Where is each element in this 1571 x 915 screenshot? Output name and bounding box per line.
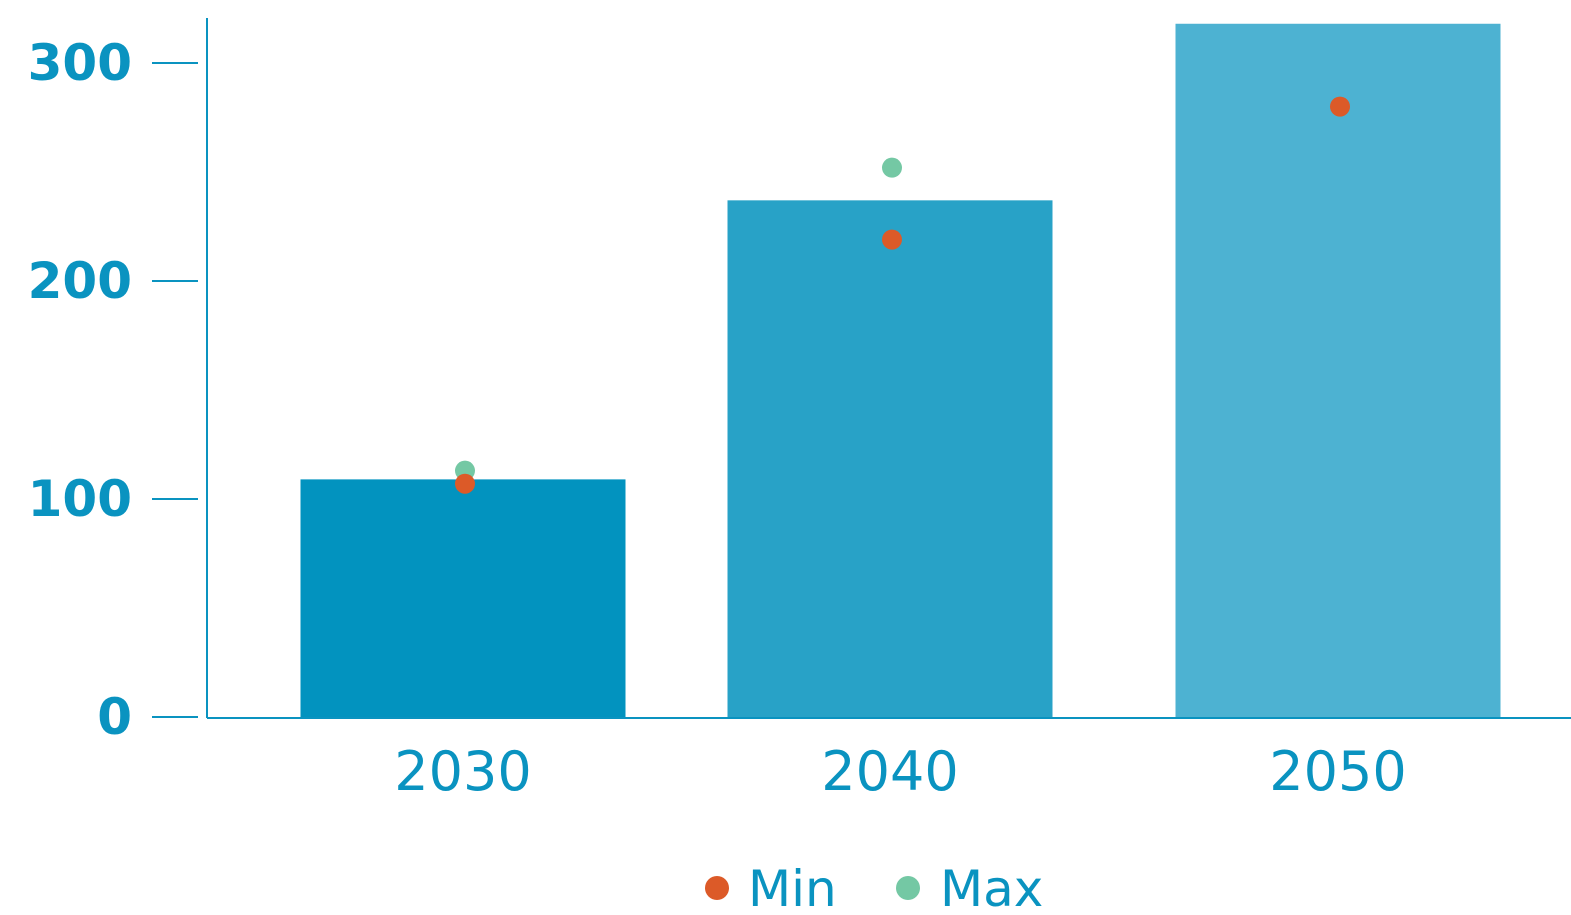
y-tick-label-100: 100 <box>28 470 132 528</box>
legend-marker-max <box>896 876 920 900</box>
point-min-2030 <box>455 473 475 494</box>
x-tick-label-2050: 2050 <box>1269 740 1406 803</box>
point-min-2040 <box>882 229 902 250</box>
bar-2030 <box>300 479 626 717</box>
legend-label-max: Max <box>940 860 1043 915</box>
legend: Min Max <box>705 860 1043 915</box>
legend-label-min: Min <box>748 860 837 915</box>
point-max-2040 <box>882 157 902 178</box>
legend-marker-min <box>705 876 729 900</box>
bars-group <box>300 23 1501 718</box>
points-group <box>455 96 1350 494</box>
x-axis-ticks: 2030 2040 2050 <box>394 740 1406 803</box>
bar-2050 <box>1175 23 1501 717</box>
x-tick-label-2030: 2030 <box>394 740 531 803</box>
y-tick-label-200: 200 <box>28 252 132 310</box>
point-min-2050 <box>1330 96 1350 117</box>
bar-2040 <box>727 200 1053 718</box>
y-axis-ticks: 0 100 200 300 <box>28 34 198 746</box>
y-tick-label-0: 0 <box>97 688 132 746</box>
y-tick-label-300: 300 <box>28 34 132 92</box>
x-tick-label-2040: 2040 <box>821 740 958 803</box>
